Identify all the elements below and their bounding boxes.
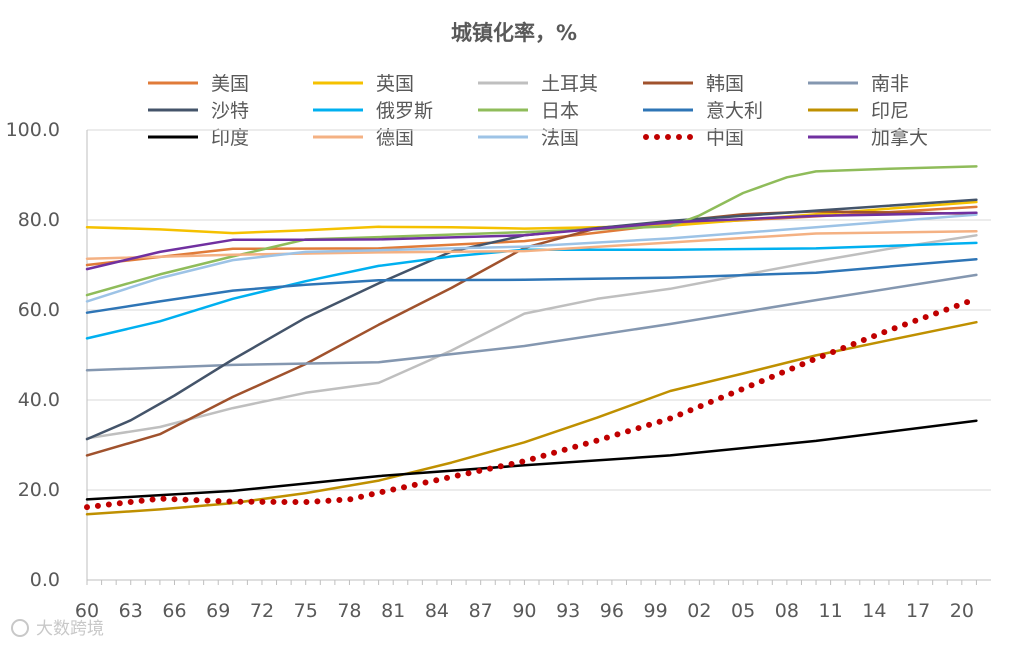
watermark: 大数跨境: [11, 619, 104, 639]
watermark-logo-icon: [11, 619, 29, 637]
legend-label: 俄罗斯: [376, 100, 433, 122]
x-tick-label: 60: [75, 600, 99, 622]
legend-item-沙特: 沙特: [148, 100, 249, 122]
chart-title: 城镇化率，%: [451, 21, 577, 45]
x-tick-label: 96: [600, 600, 624, 622]
x-tick-label: 69: [206, 600, 230, 622]
series-line-加拿大: [85, 211, 978, 271]
x-tick-label: 84: [425, 600, 449, 622]
y-tick-label: 40.0: [18, 389, 60, 411]
x-tick-label: 08: [775, 600, 799, 622]
legend-item-美国: 美国: [148, 73, 249, 95]
legend-label: 中国: [706, 127, 744, 149]
legend-item-中国: 中国: [643, 127, 744, 149]
x-tick-label: 90: [512, 600, 536, 622]
series-line-德国: [85, 230, 978, 260]
x-tick-label: 14: [862, 600, 886, 622]
legend-label: 沙特: [211, 100, 249, 122]
series-group: [84, 165, 980, 516]
x-tick-label: 17: [906, 600, 930, 622]
legend-item-韩国: 韩国: [643, 73, 744, 95]
legend-label: 印度: [211, 127, 249, 149]
legend-item-土耳其: 土耳其: [478, 73, 598, 95]
series-line-英国: [85, 200, 978, 235]
legend-label: 加拿大: [871, 126, 928, 149]
legend-item-俄罗斯: 俄罗斯: [313, 100, 433, 122]
y-tick-label: 60.0: [18, 299, 60, 321]
x-tick-label: 05: [731, 600, 755, 622]
y-tick-label: 100.0: [6, 119, 60, 141]
legend-item-英国: 英国: [313, 73, 414, 95]
legend-label: 法国: [541, 127, 579, 149]
legend-item-印尼: 印尼: [808, 100, 909, 122]
x-tick-label: 63: [119, 600, 143, 622]
series-line-法国: [85, 213, 978, 303]
legend-item-日本: 日本: [478, 100, 579, 122]
series-line-南非: [85, 273, 978, 372]
series-line-印尼: [85, 320, 978, 516]
series-line-俄罗斯: [85, 241, 978, 340]
legend-item-法国: 法国: [478, 127, 579, 149]
legend-item-印度: 印度: [148, 127, 249, 149]
legend-label: 韩国: [706, 73, 744, 95]
x-tick-label: 99: [644, 600, 668, 622]
legend-item-南非: 南非: [808, 73, 909, 95]
legend-label: 南非: [871, 73, 909, 95]
y-tick-label: 80.0: [18, 209, 60, 231]
x-tick-label: 72: [250, 600, 274, 622]
legend-item-加拿大: 加拿大: [808, 126, 928, 149]
legend-label: 意大利: [706, 100, 763, 122]
x-tick-label: 66: [162, 600, 186, 622]
legend-label: 德国: [376, 127, 414, 149]
watermark-text: 大数跨境: [36, 619, 104, 639]
x-tick-label: 87: [469, 600, 493, 622]
series-line-土耳其: [85, 234, 978, 440]
series-line-中国: [84, 295, 980, 511]
legend-item-意大利: 意大利: [643, 100, 763, 122]
series-line-意大利: [85, 257, 978, 314]
y-tick-label: 20.0: [18, 479, 60, 501]
series-line-印度: [85, 419, 978, 501]
x-tick-label: 78: [337, 600, 361, 622]
x-axis: 60 63 66 69 72 75 78 81 84 87 90 93 96 99 02 05 08 11 14 17…: [75, 579, 991, 622]
y-tick-label: 0.0: [30, 569, 60, 591]
series-line-日本: [85, 165, 978, 297]
legend-label: 美国: [211, 73, 249, 95]
legend-label: 土耳其: [541, 73, 598, 95]
x-tick-label: 20: [950, 600, 974, 622]
x-tick-label: 75: [294, 600, 318, 622]
legend-label: 印尼: [871, 100, 909, 122]
legend-label: 日本: [541, 100, 579, 122]
series-line-沙特: [85, 198, 978, 441]
legend-label: 英国: [376, 73, 414, 95]
legend-item-德国: 德国: [313, 127, 414, 149]
y-axis: 0.0 20.0 40.0 60.0 80.0 100.0: [6, 119, 88, 591]
x-tick-label: 81: [381, 600, 405, 622]
x-tick-label: 93: [556, 600, 580, 622]
x-tick-label: 11: [819, 600, 843, 622]
x-tick-label: 02: [687, 600, 711, 622]
